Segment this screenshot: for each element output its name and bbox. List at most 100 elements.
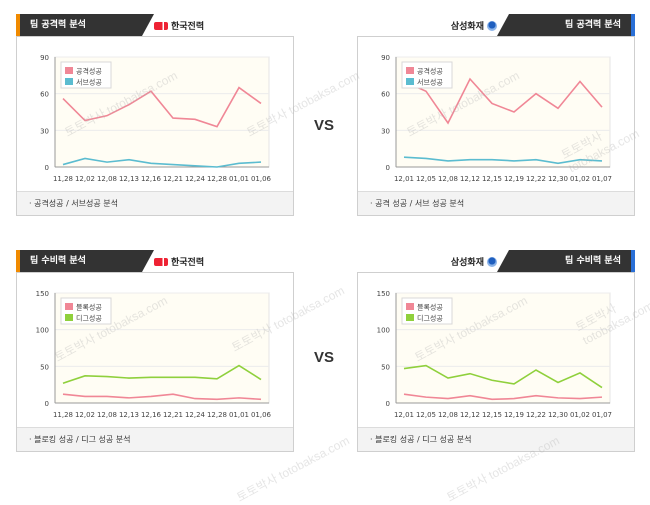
x-tick-label: 12,15	[482, 411, 502, 419]
legend-swatch	[406, 314, 414, 321]
y-tick-label: 50	[40, 363, 49, 371]
y-tick-label: 100	[36, 327, 49, 335]
x-tick-label: 01,06	[251, 411, 272, 419]
x-tick-label: 12,01	[394, 411, 414, 419]
chart-box: 0 50 100 150 12,01 12,05 12,08 12,12 12,15 12,19 1…	[357, 272, 635, 452]
panel-tab-title: 팀 수비력 분석	[16, 250, 154, 272]
x-tick-label: 12,21	[163, 411, 183, 419]
legend-label: 서브성공	[417, 78, 443, 87]
series-line-2	[403, 364, 603, 389]
y-tick-label: 0	[386, 400, 390, 408]
x-tick-label: 01,06	[251, 175, 272, 183]
x-tick-label: 12,24	[185, 411, 206, 419]
x-tick-label: 12,16	[141, 175, 162, 183]
x-tick-label: 12,16	[141, 411, 162, 419]
x-tick-label: 12,15	[482, 175, 502, 183]
x-tick-label: 12,08	[97, 175, 117, 183]
panel-header: 삼성화재 팀 수비력 분석	[357, 250, 635, 272]
legend-label: 공격성공	[76, 67, 102, 76]
panel-tab-title: 팀 수비력 분석	[497, 250, 635, 272]
x-tick-label: 12,02	[75, 175, 95, 183]
x-tick-label: 12,08	[438, 411, 458, 419]
y-tick-label: 60	[40, 91, 49, 99]
x-tick-label: 12,24	[185, 175, 206, 183]
panel-header: 팀 공격력 분석 한국전력	[16, 14, 294, 36]
legend-label: 디그성공	[76, 314, 102, 323]
x-tick-label: 12,19	[504, 175, 524, 183]
legend-swatch	[65, 67, 73, 74]
panel-tab-title: 팀 공격력 분석	[497, 14, 635, 36]
series-line-2	[403, 156, 603, 165]
x-tick-label: 12,13	[119, 411, 139, 419]
y-tick-label: 150	[36, 290, 49, 298]
chart-footer: · 블로킹 성공 / 디그 성공 분석	[17, 427, 293, 451]
team-name-text: 한국전력	[171, 22, 205, 32]
panel-samsung-attack: 삼성화재 팀 공격력 분석 0 30 60 90 12,01 12,05 12,08 12,1…	[357, 14, 635, 228]
x-tick-label: 11,28	[53, 175, 73, 183]
chart-box: 0 30 60 90 11,28 12,02 12,08 12,13 12,16 12,21 12,…	[16, 36, 294, 216]
x-tick-label: 12,21	[163, 175, 183, 183]
legend-swatch	[65, 314, 73, 321]
x-tick-label: 12,30	[548, 175, 568, 183]
x-tick-label: 12,08	[97, 411, 117, 419]
legend-swatch	[406, 78, 414, 85]
team-name: 한국전력	[154, 19, 204, 32]
vs-label-top: VS	[314, 117, 335, 134]
x-tick-label: 01,02	[570, 175, 590, 183]
panel-kepco-defense: 팀 수비력 분석 한국전력 0 50 100 150 11,28 12,02 12,08 12…	[16, 250, 294, 464]
vs-label-bottom: VS	[314, 349, 335, 366]
x-tick-label: 12,19	[504, 411, 524, 419]
y-tick-label: 0	[45, 164, 49, 172]
chart-footer: · 블로킹 성공 / 디그 성공 분석	[358, 427, 634, 451]
chart-footer: · 공격성공 / 서브성공 분석	[17, 191, 293, 215]
legend-swatch	[406, 67, 414, 74]
y-tick-label: 150	[377, 290, 390, 298]
panel-kepco-attack: 팀 공격력 분석 한국전력 0 30 60 90 11,28 12,02 12,08 12,1…	[16, 14, 294, 228]
panel-header: 삼성화재 팀 공격력 분석	[357, 14, 635, 36]
x-tick-label: 12,12	[460, 175, 480, 183]
team-name: 삼성화재	[451, 19, 497, 32]
x-tick-label: 01,01	[229, 411, 249, 419]
y-tick-label: 0	[386, 164, 390, 172]
x-tick-label: 12,05	[416, 411, 436, 419]
x-tick-label: 01,01	[229, 175, 249, 183]
samsung-logo-icon	[487, 20, 497, 31]
y-tick-label: 90	[381, 54, 390, 62]
x-tick-label: 12,28	[207, 175, 227, 183]
y-tick-label: 0	[45, 400, 49, 408]
chart-box: 0 30 60 90 12,01 12,05 12,08 12,12 12,15 12,19 12,…	[357, 36, 635, 216]
series-line-2	[62, 157, 262, 168]
x-tick-label: 12,01	[394, 175, 414, 183]
chart-footer: · 공격 성공 / 서브 성공 분석	[358, 191, 634, 215]
chart-box: 0 50 100 150 11,28 12,02 12,08 12,13 12,16 12,21 1…	[16, 272, 294, 452]
legend-label: 디그성공	[417, 314, 443, 323]
samsung-logo-icon	[487, 256, 497, 267]
series-line-1	[403, 393, 603, 401]
x-tick-label: 12,22	[526, 411, 546, 419]
legend-swatch	[406, 303, 414, 310]
y-tick-label: 100	[377, 327, 390, 335]
y-tick-label: 30	[381, 127, 390, 135]
team-name-text: 한국전력	[171, 258, 205, 268]
y-tick-label: 50	[381, 363, 390, 371]
team-name-text: 삼성화재	[450, 22, 484, 32]
x-tick-label: 01,02	[570, 411, 590, 419]
kepco-logo-icon	[154, 21, 168, 30]
series-line-1	[62, 86, 262, 128]
x-tick-label: 01,07	[592, 175, 612, 183]
x-tick-label: 12,05	[416, 175, 436, 183]
x-tick-label: 12,08	[438, 175, 458, 183]
legend-label: 블록성공	[417, 303, 443, 312]
x-tick-label: 11,28	[53, 411, 73, 419]
legend-label: 블록성공	[76, 303, 102, 312]
panel-header: 팀 수비력 분석 한국전력	[16, 250, 294, 272]
x-tick-label: 12,28	[207, 411, 227, 419]
